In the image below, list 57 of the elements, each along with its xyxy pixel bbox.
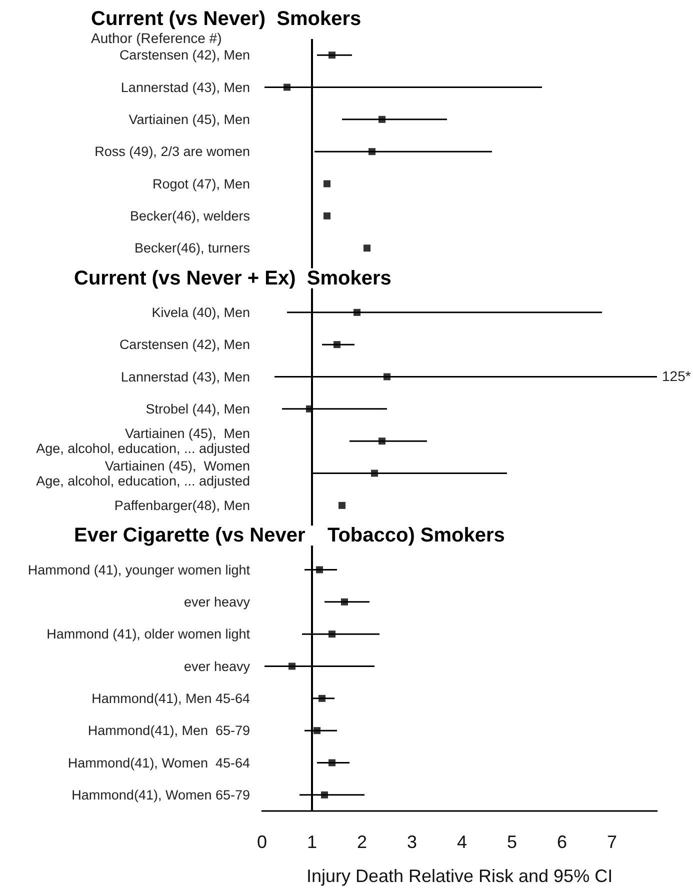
x-tick-label: 1 — [306, 832, 318, 852]
point — [288, 662, 296, 670]
point — [284, 84, 290, 91]
x-tick-label: 7 — [606, 832, 618, 852]
y-tick-label: Lannerstad (43), Men — [120, 369, 250, 384]
chart-title: Current (vs Never) Smokers — [91, 8, 362, 30]
point — [371, 470, 378, 477]
y-tick-label: Paffenbarger(48), Men — [114, 498, 250, 513]
point — [378, 116, 386, 123]
point — [314, 727, 320, 734]
y-tick-label: ever heavy — [184, 658, 250, 674]
annotation: Current (vs Never + Ex) Smokers — [74, 267, 392, 290]
x-tick-label: 6 — [556, 832, 568, 852]
x-tick-label: 2 — [356, 832, 368, 852]
y-tick-label: ever heavy — [184, 594, 250, 610]
y-tick-label: Lannerstad (43), Men — [120, 80, 250, 95]
y-tick-label: Becker(46), turners — [134, 240, 250, 256]
point — [328, 759, 336, 766]
point — [334, 341, 340, 348]
y-tick-label: Becker(46), welders — [130, 208, 250, 224]
x-axis-title: Injury Death Relative Risk and 95% CI — [306, 866, 613, 886]
y-tick-label: Carstensen (42), Men — [119, 337, 250, 352]
chart-subtitle: Author (Reference #) — [91, 30, 222, 46]
point — [341, 598, 348, 606]
x-tick-label: 5 — [506, 832, 518, 852]
y-tick-label: Vartiainen (45), Men Age, alcohol, education, ... adjusted — [36, 426, 250, 456]
point — [364, 244, 370, 252]
point — [338, 502, 346, 509]
y-tick-label: Vartiainen (45), Men — [128, 112, 250, 127]
annotation: Ever Cigarette (vs Never Tobacco) Smokers — [74, 524, 505, 547]
point — [368, 148, 376, 156]
y-tick-label: Rogot (47), Men — [152, 176, 250, 192]
y-tick-label: Hammond (41), younger women light — [28, 562, 250, 578]
y-tick-label: Hammond(41), Men 65-79 — [88, 723, 250, 738]
y-tick-label: Carstensen (42), Men — [119, 48, 250, 63]
y-tick-label: Ross (49), 2/3 are women — [94, 144, 250, 160]
point — [318, 694, 326, 702]
point — [316, 566, 323, 574]
point — [324, 212, 330, 220]
point — [354, 308, 360, 316]
x-tick-label: 4 — [456, 832, 468, 852]
y-tick-label: Hammond(41), Women 45-64 — [68, 755, 250, 770]
point — [328, 630, 336, 638]
point — [328, 52, 336, 59]
y-tick-label: Strobel (44), Men — [146, 401, 250, 416]
x-tick-label: 3 — [406, 832, 418, 852]
y-tick-label: Kivela (40), Men — [152, 304, 250, 320]
y-tick-label: Vartiainen (45), Women Age, alcohol, education, ... adjusted — [36, 458, 250, 488]
y-tick-label: Hammond(41), Men 45-64 — [92, 690, 250, 706]
point — [384, 373, 390, 380]
point — [321, 791, 328, 798]
y-tick-label: Hammond(41), Women 65-79 — [72, 787, 250, 802]
point — [324, 180, 330, 188]
text: 125* — [662, 368, 692, 384]
y-tick-label: Hammond (41), older women light — [46, 626, 250, 642]
x-tick-label: 0 — [256, 832, 268, 852]
point — [378, 438, 386, 445]
